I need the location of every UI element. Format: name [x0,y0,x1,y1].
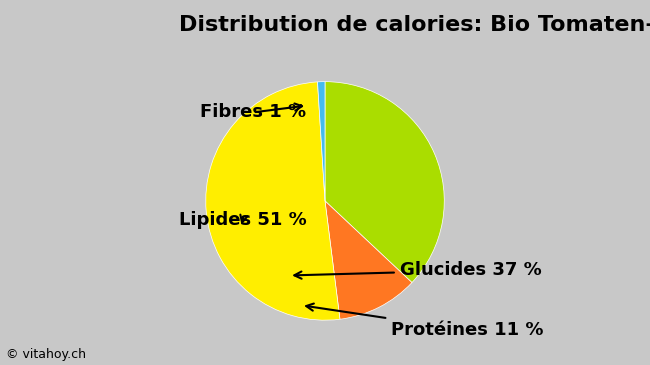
Wedge shape [325,201,412,319]
Wedge shape [325,82,444,283]
Text: Distribution de calories: Bio Tomaten-Wähe (Migros): Distribution de calories: Bio Tomaten-Wä… [179,15,650,35]
Text: Fibres 1 %: Fibres 1 % [200,103,306,122]
Text: Protéines 11 %: Protéines 11 % [306,304,543,339]
Text: © vitahoy.ch: © vitahoy.ch [6,348,86,361]
Text: Lipides 51 %: Lipides 51 % [179,211,307,229]
Wedge shape [317,82,325,201]
Text: Glucides 37 %: Glucides 37 % [294,261,541,280]
Wedge shape [206,82,340,320]
